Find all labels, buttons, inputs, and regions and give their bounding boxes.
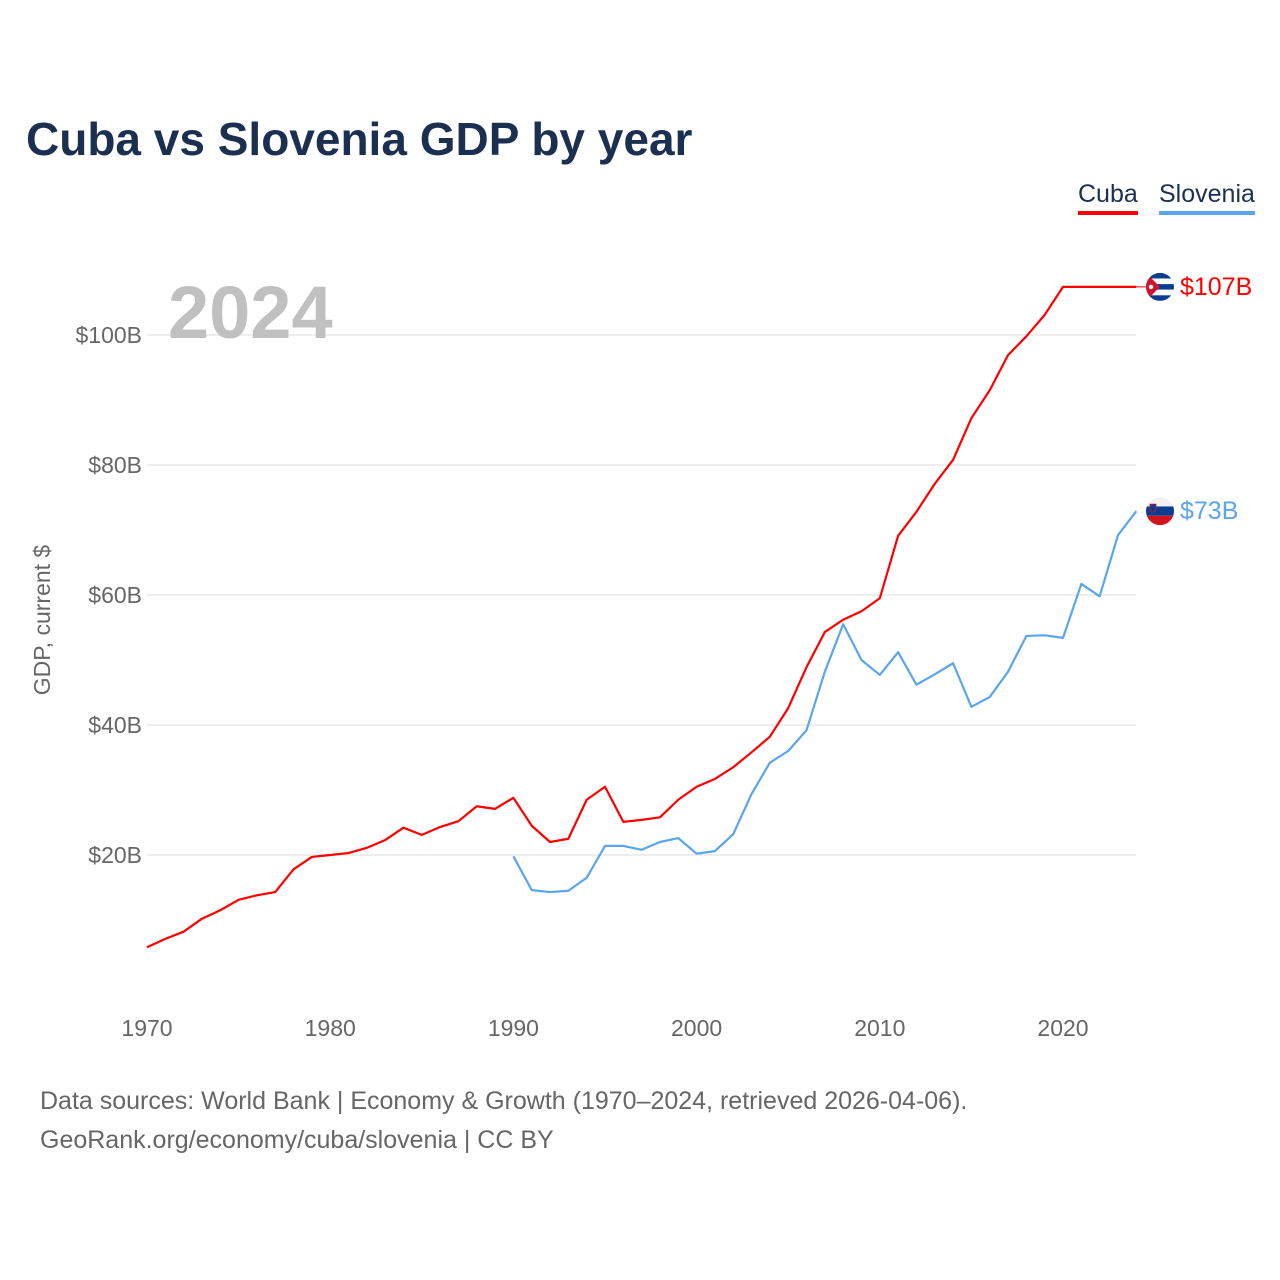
x-tick-label: 2010 — [854, 1015, 905, 1041]
y-tick-label: $80B — [88, 452, 142, 478]
y-tick-label: $40B — [88, 712, 142, 738]
flag-coat — [1149, 503, 1157, 513]
footer: Data sources: World Bank | Economy & Gro… — [40, 1082, 967, 1160]
x-tick-label: 1990 — [488, 1015, 539, 1041]
series-line-cuba — [146, 285, 1137, 949]
flag-stripe — [1146, 289, 1174, 296]
slovenia-flag-icon — [1146, 497, 1174, 526]
x-tick-label: 2000 — [671, 1015, 722, 1041]
x-tick-label: 2020 — [1037, 1015, 1088, 1041]
cuba-flag-icon — [1146, 272, 1174, 301]
flag-star — [1148, 284, 1154, 290]
chart-title: Cuba vs Slovenia GDP by year — [26, 113, 693, 165]
flag-stripe — [1146, 506, 1174, 516]
x-tick-label: 1970 — [121, 1015, 172, 1041]
y-tick-label: $60B — [88, 582, 142, 608]
footer-sources: Data sources: World Bank | Economy & Gro… — [40, 1087, 968, 1115]
end-value-label: $107B — [1180, 273, 1252, 301]
y-tick-label: $20B — [88, 842, 142, 868]
flag-stripe — [1146, 284, 1174, 290]
series-line-slovenia — [512, 510, 1138, 894]
flag-stripe — [1146, 497, 1174, 507]
flag-stripe — [1146, 515, 1174, 526]
legend-item-slovenia[interactable]: Slovenia — [1159, 180, 1255, 215]
legend-item-cuba[interactable]: Cuba — [1078, 180, 1138, 215]
flag-body — [1146, 497, 1174, 526]
y-axis-label: GDP, current $ — [29, 545, 55, 696]
end-value-label: $73B — [1180, 497, 1238, 525]
flag-stripe — [1146, 295, 1174, 301]
y-tick-label: $100B — [75, 322, 142, 348]
flag-body — [1146, 272, 1174, 301]
flag-stripe — [1146, 272, 1174, 279]
footer-link[interactable]: GeoRank.org/economy/cuba/slovenia | CC B… — [40, 1126, 554, 1154]
flag-stripe — [1146, 278, 1174, 285]
x-tick-label: 1980 — [305, 1015, 356, 1041]
year-label: 2024 — [168, 271, 333, 354]
